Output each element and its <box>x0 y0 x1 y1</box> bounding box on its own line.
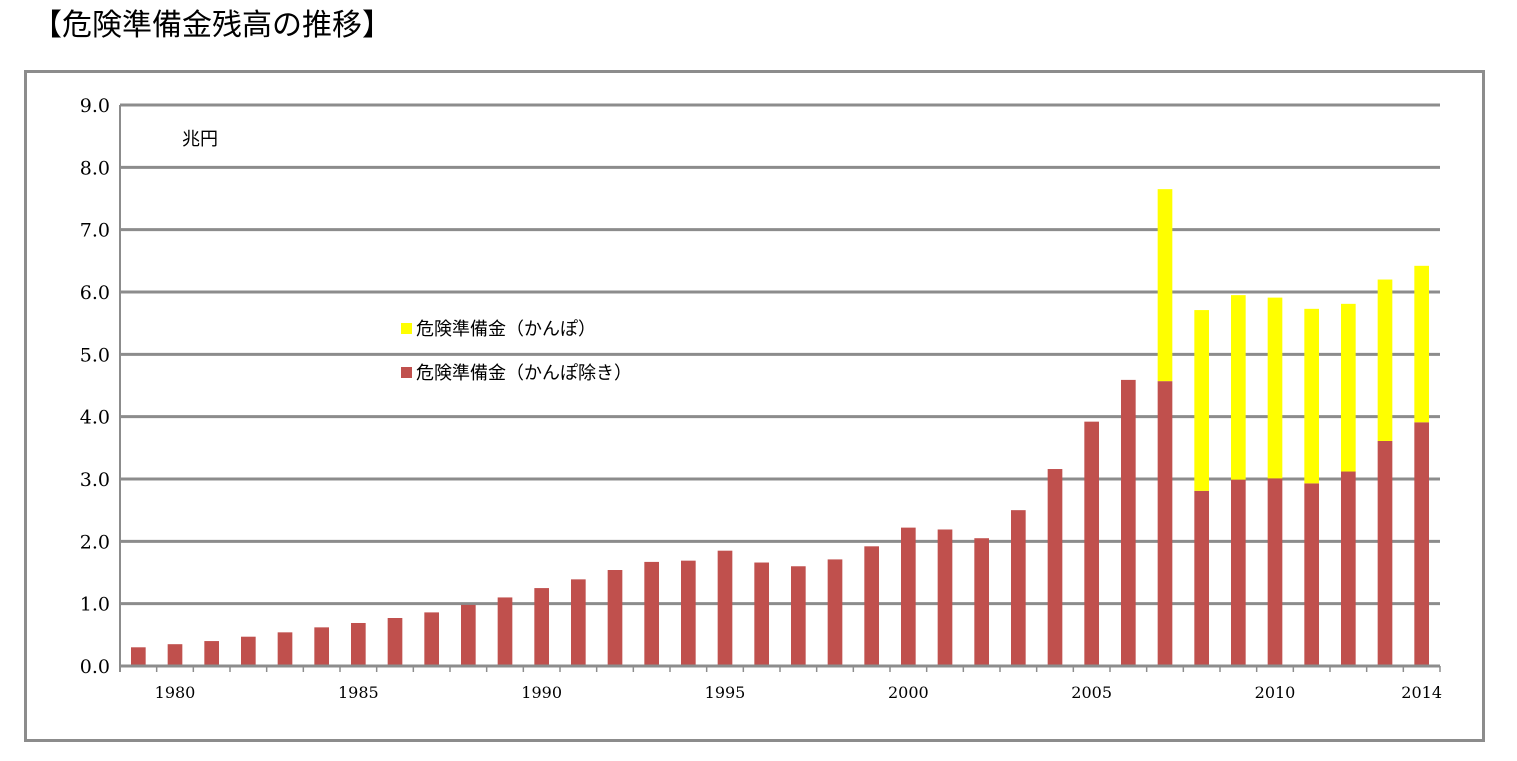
bar-1999-excl-kanpo <box>864 546 879 666</box>
x-tick-label: 1995 <box>705 683 746 702</box>
y-tick-label: 2.0 <box>80 531 110 553</box>
bar-2011-kanpo <box>1304 308 1319 484</box>
bar-1985-excl-kanpo <box>351 622 366 666</box>
bar-1992-excl-kanpo <box>607 570 623 666</box>
bar-2012-excl-kanpo <box>1341 471 1356 666</box>
x-tick-label: 2014 <box>1401 683 1442 702</box>
y-tick-label: 3.0 <box>80 469 110 491</box>
bar-2008-excl-kanpo <box>1194 490 1209 666</box>
y-tick-label: 4.0 <box>80 407 110 429</box>
bar-2009-excl-kanpo <box>1231 479 1246 666</box>
x-tick-label: 2005 <box>1071 683 1112 702</box>
bar-1997-excl-kanpo <box>791 566 806 666</box>
x-tick-label: 2010 <box>1255 683 1296 702</box>
bar-1988-excl-kanpo <box>461 604 476 666</box>
bar-2014-excl-kanpo <box>1414 422 1429 666</box>
bar-2014-kanpo <box>1414 265 1429 423</box>
bar-1979-excl-kanpo <box>131 647 146 666</box>
bar-1990-excl-kanpo <box>534 588 549 666</box>
bar-1995-excl-kanpo <box>717 550 733 666</box>
bar-2010-kanpo <box>1267 297 1283 479</box>
bar-2010-excl-kanpo <box>1267 478 1283 666</box>
y-tick-label: 8.0 <box>80 157 110 179</box>
legend-label: 危険準備金（かんぽ） <box>416 319 596 340</box>
y-tick-label: 9.0 <box>80 95 110 117</box>
bar-1998-excl-kanpo <box>827 559 843 666</box>
bar-1981-excl-kanpo <box>204 641 219 666</box>
bar-2011-excl-kanpo <box>1304 483 1319 666</box>
x-tick-label: 2000 <box>888 683 929 702</box>
bar-1980-excl-kanpo <box>167 644 183 666</box>
y-tick-label: 5.0 <box>80 344 110 366</box>
bar-1983-excl-kanpo <box>277 632 293 666</box>
page-title: 【危険準備金残高の推移】 <box>32 8 392 43</box>
bar-1993-excl-kanpo <box>644 561 659 666</box>
bar-1984-excl-kanpo <box>314 627 329 666</box>
chart-frame: 0.0 1.0 2.0 3.0 4.0 5.0 6.0 7.0 8.0 9.0 兆円 1980 1985… <box>24 70 1485 742</box>
bar-2013-excl-kanpo <box>1377 440 1393 666</box>
bar-2006-excl-kanpo <box>1121 379 1136 666</box>
y-tick-label: 0.0 <box>80 656 110 678</box>
bar-chart: 0.0 1.0 2.0 3.0 4.0 5.0 6.0 7.0 8.0 9.0 兆円 1980 1985… <box>80 95 1442 702</box>
bar-2005-excl-kanpo <box>1084 421 1099 666</box>
bar-2001-excl-kanpo <box>937 529 953 666</box>
legend-swatch <box>401 367 412 378</box>
bar-2009-kanpo <box>1231 295 1246 480</box>
y-tick-label: 6.0 <box>80 282 110 304</box>
y-tick-label: 7.0 <box>80 220 110 242</box>
bar-1994-excl-kanpo <box>681 560 696 666</box>
bar-2008-kanpo <box>1194 310 1209 491</box>
legend-swatch <box>401 323 412 334</box>
bar-2003-excl-kanpo <box>1011 510 1026 666</box>
bar-1989-excl-kanpo <box>497 597 513 666</box>
y-axis-unit-label: 兆円 <box>182 129 218 150</box>
bar-2007-excl-kanpo <box>1157 381 1173 666</box>
bar-2013-kanpo <box>1377 279 1393 441</box>
y-tick-label: 1.0 <box>80 594 110 616</box>
bar-1982-excl-kanpo <box>241 636 256 666</box>
bar-2007-kanpo <box>1157 189 1173 382</box>
bar-2012-kanpo <box>1341 303 1356 472</box>
bar-1991-excl-kanpo <box>571 579 586 666</box>
bar-2004-excl-kanpo <box>1047 469 1063 666</box>
bar-1987-excl-kanpo <box>424 612 439 666</box>
x-tick-label: 1980 <box>155 683 196 702</box>
legend-label: 危険準備金（かんぽ除き） <box>416 363 632 384</box>
x-tick-label: 1990 <box>521 683 562 702</box>
bar-1986-excl-kanpo <box>387 618 403 666</box>
bar-1996-excl-kanpo <box>754 562 769 666</box>
x-tick-label: 1985 <box>338 683 379 702</box>
bar-2000-excl-kanpo <box>901 527 916 666</box>
bar-2002-excl-kanpo <box>974 538 989 666</box>
